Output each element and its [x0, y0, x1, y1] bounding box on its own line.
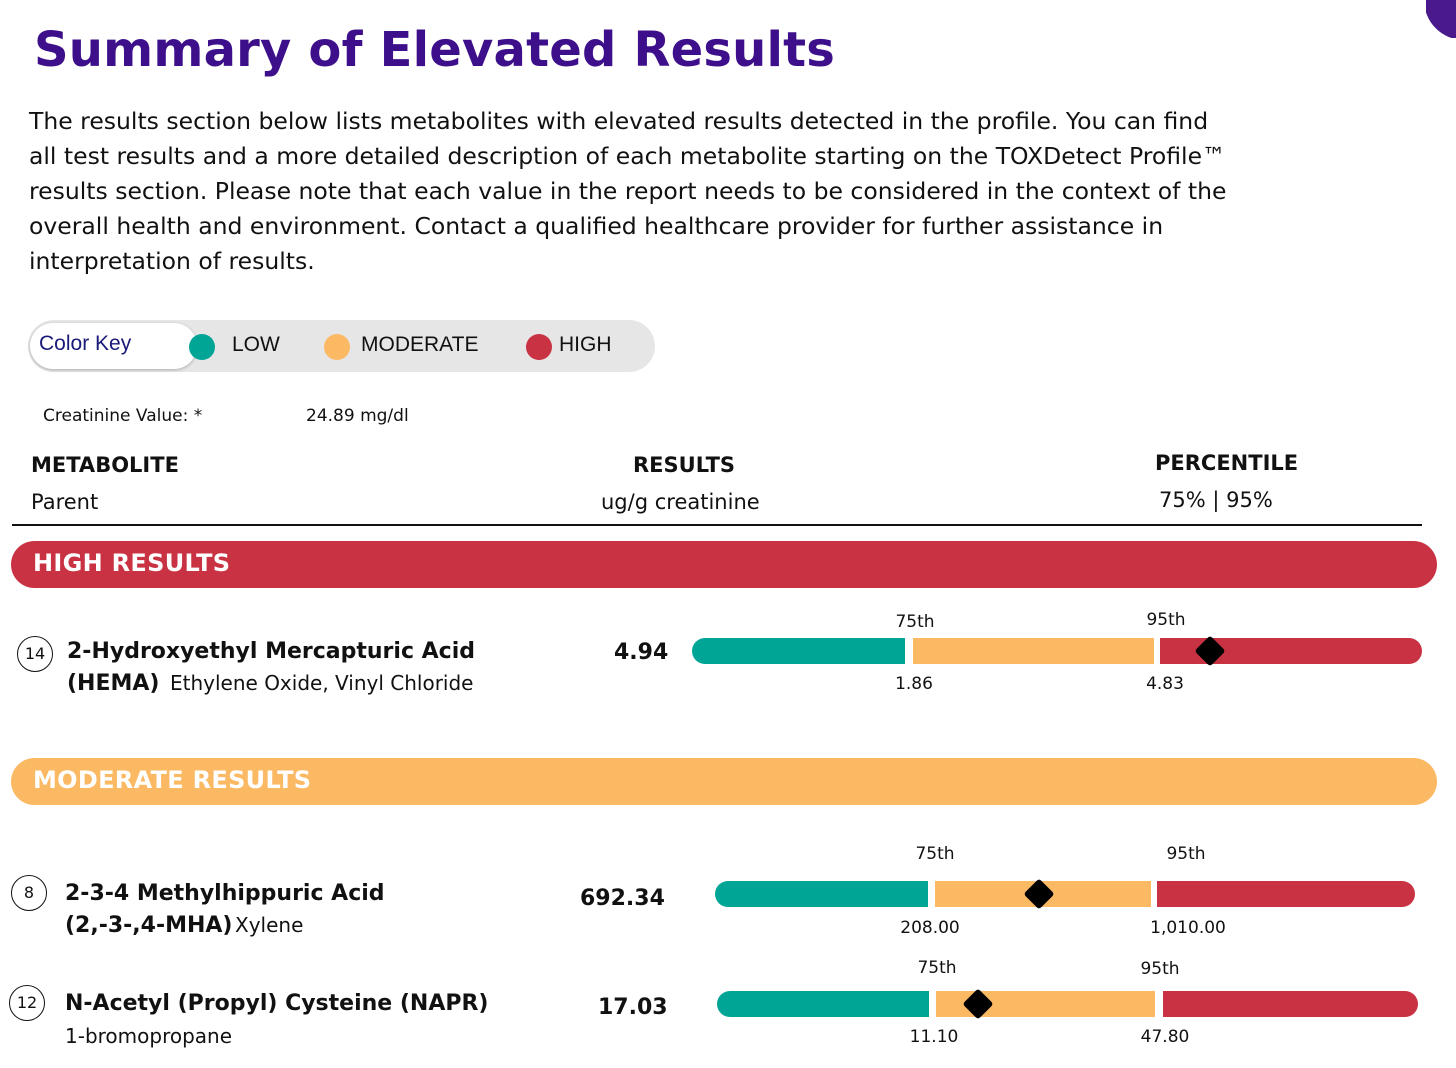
- intro-line: overall health and environment. Contact …: [29, 212, 1164, 240]
- intro-line: The results section below lists metaboli…: [29, 107, 1209, 135]
- low-segment: [692, 638, 905, 664]
- low-key-label: LOW: [232, 333, 280, 356]
- p75-label: 75th: [895, 612, 935, 632]
- intro-line: all test results and a more detailed des…: [29, 142, 1226, 170]
- percentile-bar: 75th 95th 1.86 4.83: [692, 610, 1422, 700]
- moderate-results-title: MODERATE RESULTS: [33, 766, 312, 794]
- metabolite-name: N-Acetyl (Propyl) Cysteine (NAPR): [65, 991, 489, 1016]
- result-value: 692.34: [580, 886, 665, 911]
- creatinine-label: Creatinine Value: *: [43, 406, 203, 426]
- corner-decoration: [1426, 0, 1456, 38]
- metabolite-parent: 1-bromopropane: [65, 1024, 233, 1048]
- item-number-badge: 8: [11, 875, 47, 911]
- high-segment: [1157, 881, 1415, 907]
- moderate-results-band: MODERATE RESULTS: [11, 758, 1437, 805]
- item-number-badge: 14: [17, 636, 53, 672]
- metabolite-name: 2-3-4 Methylhippuric Acid: [65, 881, 385, 906]
- high-key-label: HIGH: [559, 333, 612, 356]
- metabolite-abbreviation: (2,-3-,4-MHA): [65, 913, 233, 938]
- metabolite-parent: Xylene: [235, 913, 304, 937]
- p75-value: 208.00: [900, 918, 960, 938]
- result-value: 17.03: [598, 995, 668, 1020]
- moderate-dot-icon: [324, 334, 350, 360]
- results-subheader: ug/g creatinine: [601, 490, 760, 514]
- percentile-bar: 75th 95th 11.10 47.80: [717, 956, 1418, 1052]
- p95-value: 47.80: [1140, 1027, 1190, 1047]
- percentile-subheader: 75% | 95%: [1159, 488, 1273, 512]
- low-dot-icon: [189, 334, 215, 360]
- color-key-tab: Color Key: [30, 323, 197, 369]
- percentile-header: PERCENTILE: [1155, 451, 1299, 475]
- result-value: 4.94: [614, 640, 669, 665]
- color-key: Color Key LOW MODERATE HIGH: [28, 320, 655, 372]
- high-dot-icon: [526, 334, 552, 360]
- metabolite-parent: Ethylene Oxide, Vinyl Chloride: [170, 671, 474, 695]
- creatinine-value: 24.89 mg/dl: [306, 406, 409, 426]
- color-key-label: Color Key: [39, 332, 132, 355]
- metabolite-name: 2-Hydroxyethyl Mercapturic Acid: [67, 639, 475, 664]
- metabolite-subheader: Parent: [31, 490, 99, 514]
- intro-line: interpretation of results.: [29, 247, 315, 275]
- results-header: RESULTS: [633, 453, 736, 477]
- high-segment: [1163, 991, 1418, 1017]
- p95-label: 95th: [1146, 610, 1186, 630]
- p75-label: 75th: [917, 958, 957, 978]
- low-segment: [715, 881, 928, 907]
- p95-label: 95th: [1166, 844, 1206, 864]
- low-segment: [717, 991, 929, 1017]
- p95-value: 4.83: [1146, 674, 1184, 694]
- intro-line: results section. Please note that each v…: [29, 177, 1227, 205]
- percentile-bar: 75th 95th 208.00 1,010.00: [715, 842, 1415, 938]
- metabolite-abbreviation: (HEMA): [67, 671, 160, 696]
- p95-label: 95th: [1140, 959, 1180, 979]
- p75-value: 1.86: [895, 674, 933, 694]
- intro-text: The results section below lists metaboli…: [29, 104, 1269, 279]
- moderate-segment: [913, 638, 1154, 664]
- metabolite-header: METABOLITE: [31, 453, 179, 477]
- p75-value: 11.10: [909, 1027, 959, 1047]
- p75-label: 75th: [915, 844, 955, 864]
- moderate-key-label: MODERATE: [361, 333, 479, 356]
- header-divider: [12, 524, 1422, 526]
- item-number-badge: 12: [9, 985, 45, 1021]
- high-results-title: HIGH RESULTS: [33, 549, 231, 577]
- high-results-band: HIGH RESULTS: [11, 541, 1437, 588]
- p95-value: 1,010.00: [1150, 918, 1226, 938]
- page-title: Summary of Elevated Results: [34, 22, 836, 78]
